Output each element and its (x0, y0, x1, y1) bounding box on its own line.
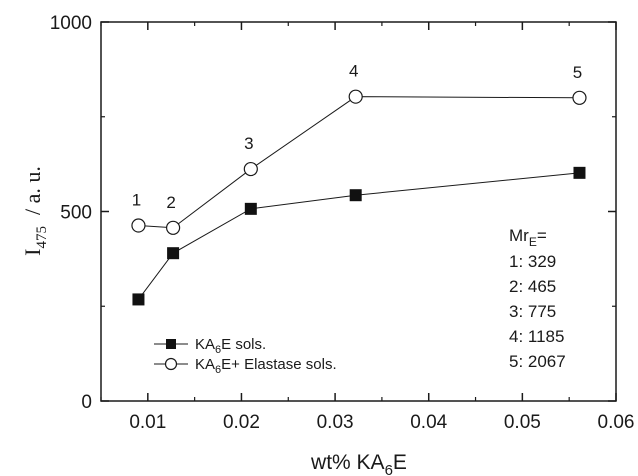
data-point-circle (166, 220, 181, 235)
mr-line: 4: 1185 (509, 327, 564, 346)
point-label: 3 (244, 134, 253, 153)
mr-heading-main: Mr (509, 226, 529, 245)
legend-entry-2: KA6E+ Elastase sols. (154, 356, 337, 376)
point-label: 5 (573, 63, 582, 82)
x-axis-title: wt% KA6E (310, 451, 407, 476)
legend-label-2: KA6E+ Elastase sols. (195, 356, 337, 376)
y-axis-title-tail: / a. u. (20, 166, 45, 226)
legend-label-2-main: KA (195, 356, 215, 373)
legend-entry-1: KA6E sols. (154, 336, 266, 356)
x-tick-label: 0.04 (410, 412, 447, 433)
series-layer: 1 2 3 4 5 (131, 62, 587, 306)
y-axis-title-main: I (20, 249, 45, 256)
data-point-square (132, 293, 145, 306)
x-tick-label: 0.02 (223, 412, 260, 433)
legend: KA6E sols. KA6E+ Elastase sols. (154, 336, 337, 376)
legend-label-1-tail: E sols. (221, 336, 266, 353)
y-axis-title-sub: 475 (34, 226, 50, 249)
legend-label-1-sub: 6 (215, 344, 221, 356)
x-axis-title-main: wt% KA (310, 451, 385, 474)
data-point-circle (572, 90, 587, 105)
mr-line: 2: 465 (509, 277, 556, 296)
data-point-circle (243, 161, 258, 177)
legend-label-1: KA6E sols. (195, 336, 266, 356)
legend-marker-square (166, 339, 176, 349)
mr-line: 1: 329 (509, 252, 556, 271)
x-axis-title-tail: E (393, 451, 407, 474)
legend-label-2-tail: E+ Elastase sols. (221, 356, 336, 373)
y-axis-title: I475 / a. u. (20, 166, 50, 256)
y-tick-label: 1000 (50, 13, 92, 34)
y-tick-label: 0 (81, 392, 92, 413)
point-label: 4 (349, 62, 358, 81)
mr-line: 5: 2067 (509, 352, 566, 371)
legend-label-2-sub: 6 (215, 364, 221, 376)
x-tick-label: 0.03 (317, 412, 354, 433)
data-point-square (573, 166, 586, 179)
y-tick-label: 500 (60, 203, 92, 224)
point-label: 2 (166, 193, 175, 212)
x-axis-title-sub: 6 (385, 462, 393, 476)
mr-heading-tail: = (537, 226, 547, 245)
x-tick-label: 0.05 (504, 412, 541, 433)
x-tick-label: 0.06 (598, 412, 635, 433)
point-label: 1 (132, 191, 141, 210)
mr-heading-sub: E (529, 235, 537, 249)
mr-annotation: MrE= 1: 329 2: 465 3: 775 4: 1185 5: 206… (509, 226, 566, 371)
legend-label-1-main: KA (195, 336, 215, 353)
data-point-square (349, 189, 362, 202)
mr-line: 3: 775 (509, 302, 556, 321)
x-tick-label: 0.01 (129, 412, 166, 433)
data-point-circle (348, 89, 363, 104)
series-line-2 (138, 96, 580, 229)
data-point-circle (131, 218, 146, 233)
data-point-square (167, 247, 180, 260)
legend-marker-circle (164, 357, 178, 371)
mr-heading: MrE= (509, 226, 547, 249)
plot-frame (100, 21, 617, 402)
data-point-square (244, 202, 257, 215)
